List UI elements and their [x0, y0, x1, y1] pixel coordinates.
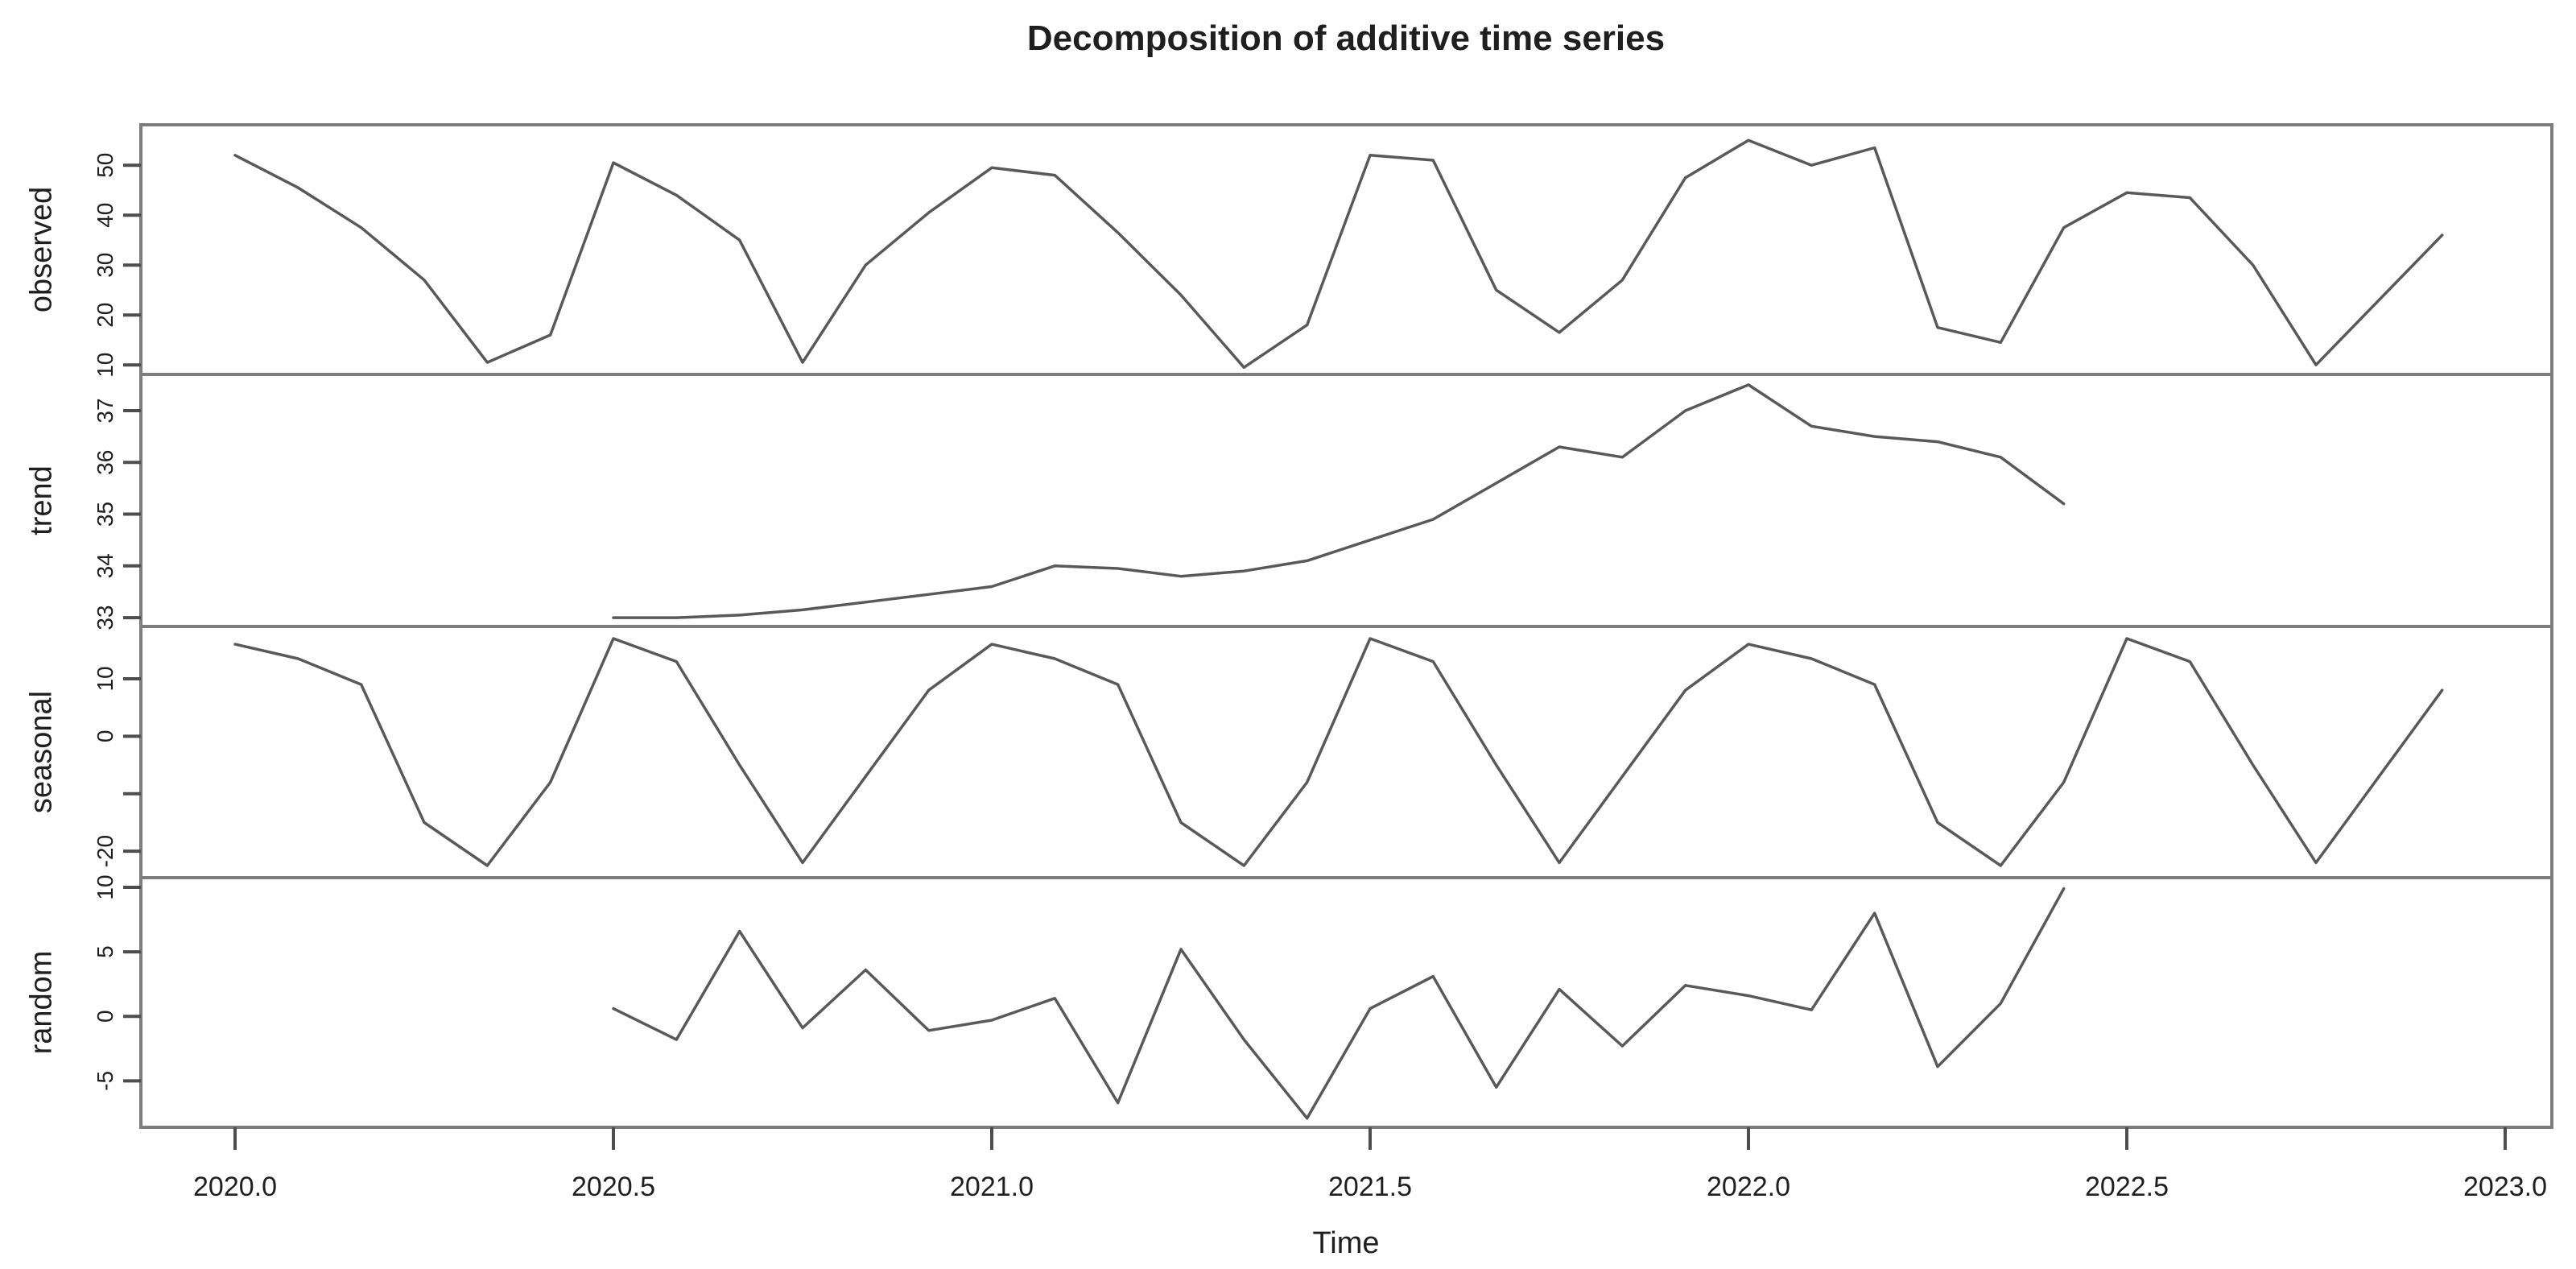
y-tick-label: 37: [93, 398, 118, 423]
y-ticks-observed: 10 20 30 40 50: [93, 153, 141, 378]
y-ticks-trend: 33 34 35 36 37: [93, 398, 141, 630]
y-tick-label: 50: [93, 153, 118, 178]
x-axis-label: Time: [1312, 1226, 1379, 1260]
panel-frame-random: [139, 876, 2553, 1129]
y-tick-label: 34: [93, 553, 118, 578]
panel-frame-trend: [139, 373, 2553, 628]
y-tick-label: 20: [93, 303, 118, 328]
x-tick-label: 2020.5: [572, 1172, 655, 1202]
y-tick-label: 33: [93, 605, 118, 630]
panel-label-random: random: [24, 951, 58, 1055]
y-tick-label: -20: [93, 835, 118, 867]
y-tick-label: 30: [93, 253, 118, 278]
trend-line: [612, 383, 2066, 619]
x-tick-label: 2023.0: [2463, 1172, 2547, 1202]
panel-stack: 1020304050observed3334353637trend100-20s…: [24, 123, 2553, 1129]
x-tick-label: 2020.0: [193, 1172, 277, 1202]
observed-line: [233, 138, 2444, 370]
y-ticks-seasonal: 10 0 -20: [93, 666, 141, 867]
chart-title: Decomposition of additive time series: [1027, 19, 1665, 58]
panel-trend: 33 34 35 36 37 trend: [24, 373, 2553, 630]
panel-seasonal: 10 0 -20 seasonal: [24, 625, 2553, 879]
panel-frame-observed: [139, 123, 2553, 376]
panel-label-seasonal: seasonal: [24, 691, 58, 813]
y-tick-label: 40: [93, 203, 118, 228]
y-tick-label: 10: [93, 353, 118, 378]
panel-label-trend: trend: [24, 465, 58, 535]
y-tick-label: -5: [93, 1071, 118, 1091]
y-ticks-random: 10 5 0 -5: [93, 874, 141, 1091]
panel-random: 10 5 0 -5 random: [24, 874, 2553, 1129]
panel-label-observed: observed: [24, 187, 58, 312]
y-tick-label: 0: [93, 1010, 118, 1023]
y-tick-label: 35: [93, 502, 118, 527]
seasonal-line: [233, 637, 2444, 867]
y-tick-label: 36: [93, 450, 118, 475]
x-tick-label: 2022.0: [1707, 1172, 1790, 1202]
x-tick-label: 2021.0: [950, 1172, 1034, 1202]
x-tick-label: 2021.5: [1328, 1172, 1412, 1202]
x-tick-label: 2022.5: [2085, 1172, 2169, 1202]
x-axis: 2020.0 2020.5 2021.0 2021.5 2022.0 2022.5 2023…: [193, 1127, 2547, 1202]
y-tick-label: 10: [93, 666, 118, 691]
y-tick-label: 0: [93, 730, 118, 743]
y-tick-label: 5: [93, 945, 118, 958]
panel-observed: 10 20 30 40 50 observed: [24, 123, 2553, 378]
random-line: [612, 887, 2066, 1120]
y-tick-label: 10: [93, 874, 118, 899]
